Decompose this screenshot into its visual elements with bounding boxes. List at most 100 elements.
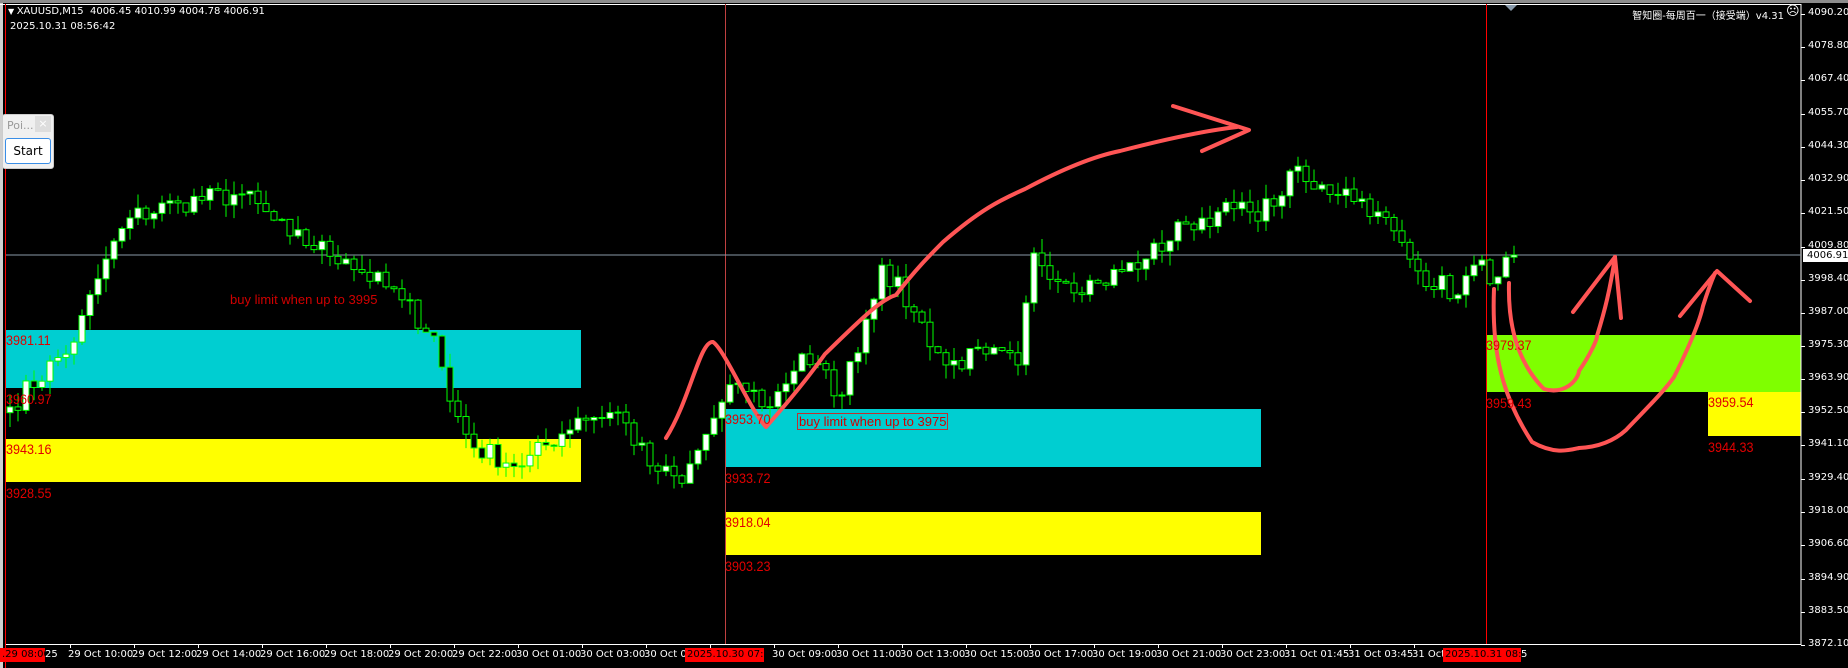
bear-candle (1390, 216, 1398, 232)
bear-candle (406, 299, 414, 302)
zone-bottom-label: 3944.33 (1708, 439, 1754, 456)
bear-candle (1326, 184, 1334, 195)
bull-candle (1142, 258, 1150, 270)
bear-candle (142, 207, 150, 220)
time-tick (1030, 644, 1031, 648)
bull-candle (526, 454, 534, 467)
zone-top-label: 3918.04 (725, 514, 771, 531)
bull-candle (294, 229, 302, 237)
bull-candle (534, 441, 542, 456)
price-tick (1801, 212, 1805, 214)
bull-candle (118, 228, 126, 242)
bull-candle (54, 357, 62, 362)
price-tick (1801, 246, 1805, 248)
poi-panel: Poi... × Start (2, 114, 54, 169)
bull-candle (1478, 259, 1486, 266)
bull-candle (710, 417, 718, 435)
bull-candle (1278, 195, 1286, 207)
time-tick (646, 644, 647, 648)
bear-candle (1254, 211, 1262, 222)
time-label: 30 Oct 09:00 (772, 649, 838, 660)
bull-candle (102, 258, 110, 280)
bull-candle (774, 391, 782, 408)
bull-candle (1022, 302, 1030, 366)
bear-candle (310, 244, 318, 251)
bear-candle (998, 347, 1006, 352)
zone-rectangle (6, 329, 581, 388)
bear-candle (422, 327, 430, 333)
bull-candle (166, 200, 174, 204)
time-label: 30 Oct 23:00 (1220, 649, 1286, 660)
bear-candle (1414, 258, 1422, 272)
time-tick (134, 644, 135, 648)
bounce-arrow (1506, 255, 1617, 393)
bear-candle (678, 475, 686, 484)
bull-candle (558, 433, 566, 447)
bear-candle (334, 255, 342, 265)
bear-candle (1070, 282, 1078, 294)
bull-candle (662, 465, 670, 472)
bull-candle (206, 188, 214, 201)
bull-candle (790, 370, 798, 385)
price-label: 4032.90 (1808, 172, 1848, 184)
price-label: 4021.50 (1808, 205, 1848, 217)
chart-shift-marker-icon[interactable] (1505, 5, 1517, 11)
bull-candle (1174, 221, 1182, 242)
bull-candle (1374, 211, 1382, 218)
bull-candle (854, 352, 862, 363)
bear-candle (1054, 278, 1062, 282)
bear-candle (302, 229, 310, 246)
zone-bottom-label: 3903.23 (725, 557, 771, 574)
bear-candle (398, 288, 406, 301)
close-button[interactable]: × (35, 116, 51, 132)
bear-candle (1406, 241, 1414, 260)
bull-candle (94, 278, 102, 296)
panel-title: Poi... (7, 119, 34, 132)
time-label: 30 Oct 01:00 (516, 649, 582, 660)
bear-candle (1382, 211, 1390, 218)
bull-candle (502, 462, 510, 468)
bull-candle (782, 383, 790, 393)
bull-candle (78, 314, 86, 343)
time-label: 29 Oct 22:00 (452, 649, 518, 660)
note-buy-limit-3975: buy limit when up to 3975 (797, 413, 949, 430)
bear-candle (1270, 198, 1278, 207)
price-tick (1801, 545, 1805, 547)
bear-candle (1190, 223, 1198, 231)
time-label: 30 Oct 13:00 (900, 649, 966, 660)
start-button[interactable]: Start (5, 138, 51, 164)
bull-candle (694, 449, 702, 465)
bull-candle (278, 218, 286, 221)
price-tick (1801, 645, 1805, 646)
zone-top-label: 3953.70 (725, 410, 771, 427)
bear-candle (806, 353, 814, 366)
bull-candle (1294, 165, 1302, 172)
bull-candle (126, 217, 134, 230)
bear-candle (822, 363, 830, 371)
bear-candle (1422, 270, 1430, 288)
time-label: 30 Oct 21:00 (1156, 649, 1222, 660)
bear-candle (326, 240, 334, 257)
price-label: 3952.50 (1808, 405, 1848, 417)
bear-candle (958, 360, 966, 370)
time-label: 30 Oct 05 (644, 649, 694, 660)
bear-candle (454, 400, 462, 418)
time-label-fragment: 5 (1521, 649, 1528, 660)
bull-candle (70, 341, 78, 355)
price-label: 4090.20 (1808, 7, 1848, 18)
bear-candle (1446, 275, 1454, 300)
bear-candle (214, 188, 222, 191)
bull-candle (1462, 275, 1470, 296)
dropdown-triangle-icon[interactable]: ▼ (8, 7, 17, 16)
bull-candle (974, 346, 982, 350)
bull-candle (1502, 256, 1510, 278)
bull-candle (686, 463, 694, 484)
zone-top-label: 3959.54 (1708, 394, 1754, 411)
arrowhead-icon (1571, 255, 1623, 320)
bear-candle (1182, 221, 1190, 225)
bear-candle (902, 276, 910, 308)
bear-candle (390, 286, 398, 290)
time-label: 30 Oct 19:00 (1092, 649, 1158, 660)
time-label: 29 Oct 10:00 (68, 649, 134, 660)
